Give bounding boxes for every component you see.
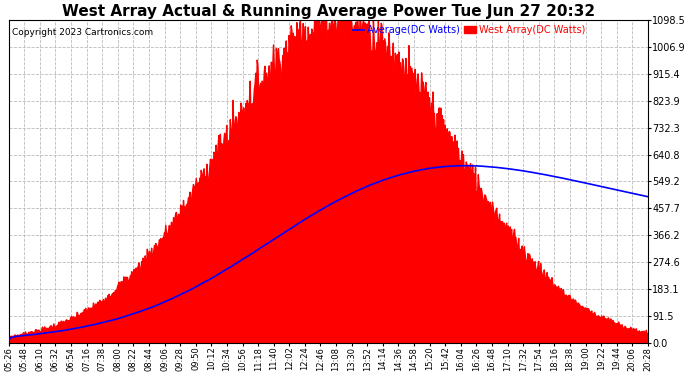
Text: Copyright 2023 Cartronics.com: Copyright 2023 Cartronics.com (12, 28, 153, 38)
Title: West Array Actual & Running Average Power Tue Jun 27 20:32: West Array Actual & Running Average Powe… (61, 4, 595, 19)
Legend: Average(DC Watts), West Array(DC Watts): Average(DC Watts), West Array(DC Watts) (353, 25, 585, 35)
